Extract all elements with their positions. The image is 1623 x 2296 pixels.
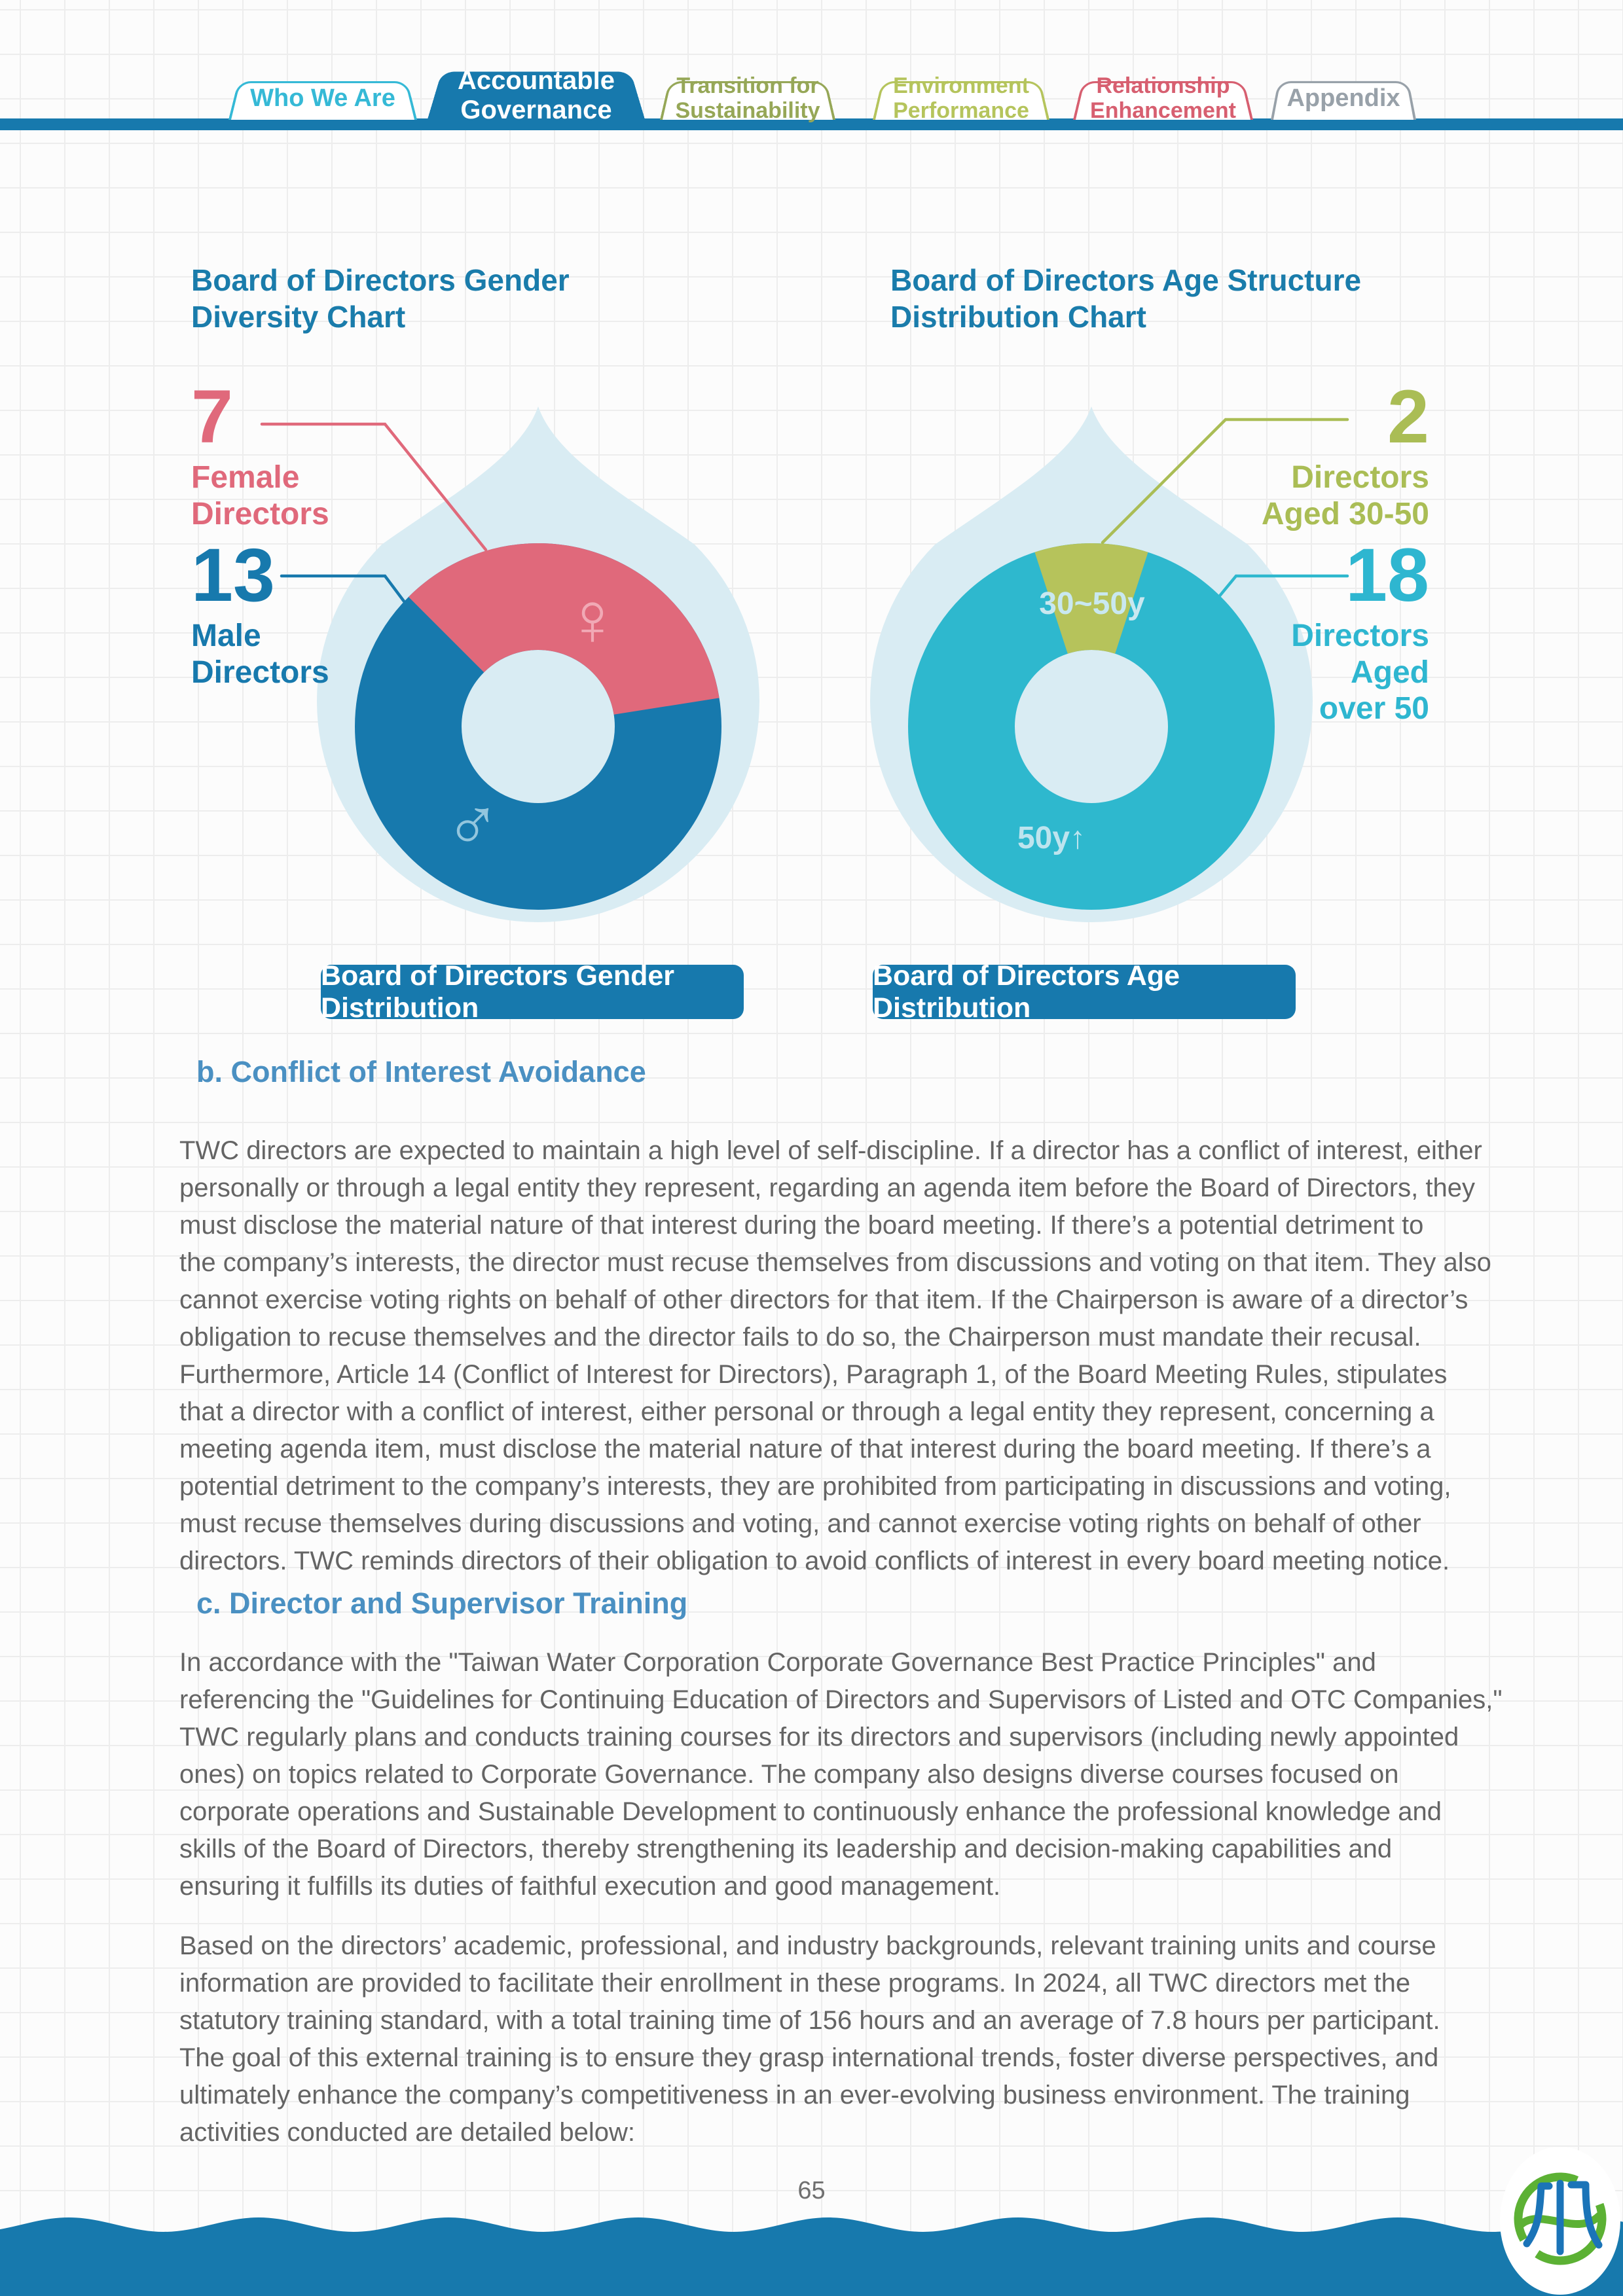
aged-over-50-count: 18 <box>1345 533 1429 617</box>
age-chart-title: Board of Directors Age Structure Distrib… <box>890 263 1362 334</box>
text-line: the company’s interests, the director mu… <box>179 1248 1491 1277</box>
text-line: skills of the Board of Directors, thereb… <box>179 1835 1393 1863</box>
age-donut-30-50-segment <box>908 543 1275 910</box>
female-icon: ♀ <box>564 577 621 661</box>
text-line: corporate operations and Sustainable Dev… <box>179 1797 1442 1826</box>
male-icon: ♂ <box>445 780 501 864</box>
text-line: meeting agenda item, must disclose the m… <box>179 1435 1431 1463</box>
twc-logo <box>1500 2147 1620 2295</box>
text-line: potential detriment to the company’s int… <box>179 1472 1451 1501</box>
text-line: TWC directors are expected to maintain a… <box>179 1136 1482 1165</box>
female-leader-line <box>260 422 488 552</box>
aged-over-50-label: Directors Aged over 50 <box>1291 619 1429 726</box>
text-line: ensuring it fulfills its duties of faith… <box>179 1872 1001 1901</box>
male-count-label: Male Directors <box>191 619 329 690</box>
tab-label: Transition for Sustainability <box>675 73 820 123</box>
tab-who-we-are[interactable]: Who We Are <box>228 77 417 120</box>
age-chart-caption: Board of Directors Age Distribution <box>873 960 1296 1024</box>
tab-label: Environment Performance <box>893 73 1029 123</box>
tab-appendix[interactable]: Appendix <box>1271 77 1416 120</box>
text-line: obligation to recuse themselves and the … <box>179 1323 1421 1352</box>
tab-relationship-enhancement[interactable]: Relationship Enhancement <box>1073 73 1253 123</box>
tab-accountable-governance[interactable]: Accountable Governance <box>424 61 648 130</box>
logo-water-glyph <box>1523 2179 1603 2255</box>
section-b-heading: b. Conflict of Interest Avoidance <box>196 1055 646 1088</box>
aged-30-50-count: 2 <box>1387 375 1429 459</box>
text-line: Furthermore, Article 14 (Conflict of Int… <box>179 1360 1448 1389</box>
aged-over-50-leader-line <box>1216 574 1349 600</box>
aged-30-50-leader-line <box>1101 418 1349 545</box>
text-line: must recuse themselves during discussion… <box>179 1509 1421 1538</box>
text-line: personally or through a legal entity the… <box>179 1174 1475 1202</box>
text-line: In accordance with the "Taiwan Water Cor… <box>179 1648 1376 1677</box>
tab-environment-performance[interactable]: Environment Performance <box>873 73 1049 123</box>
female-count: 7 <box>191 375 233 459</box>
ring-label-30-50y: 30~50y <box>1039 586 1145 621</box>
text-line: The goal of this external training is to… <box>179 2043 1439 2072</box>
nav-bar <box>0 118 1623 130</box>
tab-label: Who We Are <box>250 84 395 112</box>
ring-label-50y-up: 50y↑ <box>1017 821 1085 855</box>
section-b-paragraph: TWC directors are expected to maintain a… <box>179 1132 1491 1580</box>
male-count: 13 <box>191 533 275 617</box>
text-line: information are provided to facilitate t… <box>179 1969 1411 1998</box>
female-count-label: Female Directors <box>191 460 329 531</box>
text-line: directors. TWC reminds directors of thei… <box>179 1547 1450 1575</box>
tab-label: Relationship Enhancement <box>1090 73 1236 123</box>
text-line: Based on the directors’ academic, profes… <box>179 1931 1436 1960</box>
text-line: ones) on topics related to Corporate Gov… <box>179 1760 1399 1789</box>
male-leader-line <box>280 574 407 604</box>
tab-label: Accountable Governance <box>457 66 615 124</box>
text-line: activities conducted are detailed below: <box>179 2118 635 2147</box>
section-c-heading: c. Director and Supervisor Training <box>196 1587 688 1620</box>
text-line: must disclose the material nature of tha… <box>179 1211 1424 1240</box>
charts-graphic: ♀ ♂ 30~50y 50y↑ <box>260 406 1349 922</box>
tab-label: Appendix <box>1286 84 1400 112</box>
gender-chart-title: Board of Directors Gender Diversity Char… <box>191 263 570 334</box>
section-c-paragraph-2: Based on the directors’ academic, profes… <box>179 1928 1440 2151</box>
text-line: cannot exercise voting rights on behalf … <box>179 1285 1468 1314</box>
section-c-paragraph-1: In accordance with the "Taiwan Water Cor… <box>179 1644 1503 1905</box>
text-line: ultimately enhance the company’s competi… <box>179 2081 1410 2109</box>
text-line: TWC regularly plans and conducts trainin… <box>179 1723 1459 1751</box>
footer-wave <box>0 2217 1623 2296</box>
gender-donut-female-segment <box>355 543 721 910</box>
aged-30-50-label: Directors Aged 30-50 <box>1261 460 1429 531</box>
page-number: 65 <box>797 2177 826 2204</box>
gender-chart-caption: Board of Directors Gender Distribution <box>321 960 744 1024</box>
text-line: statutory training standard, with a tota… <box>179 2006 1440 2035</box>
tab-transition-for-sustainability[interactable]: Transition for Sustainability <box>660 73 835 123</box>
text-line: that a director with a conflict of inter… <box>179 1397 1434 1426</box>
text-line: referencing the "Guidelines for Continui… <box>179 1685 1503 1714</box>
